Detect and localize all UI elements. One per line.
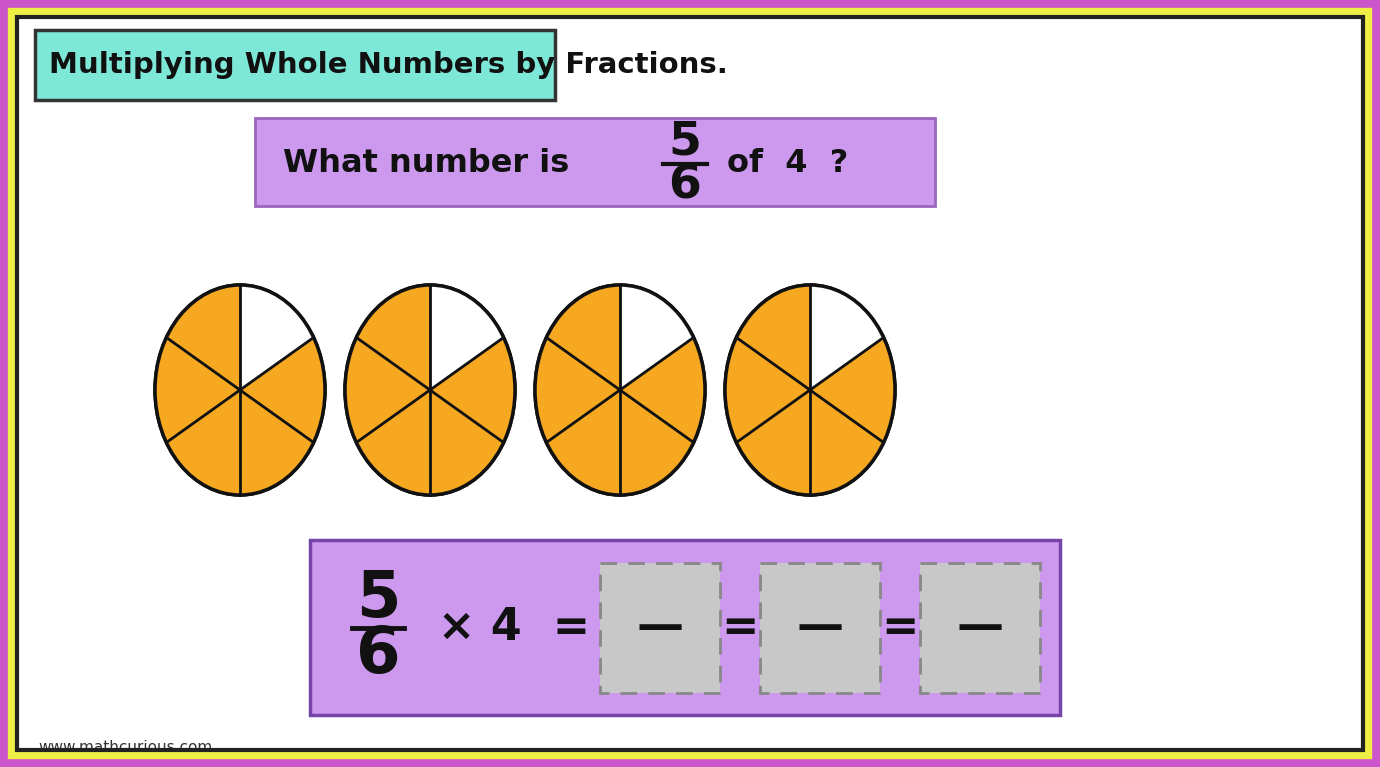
FancyBboxPatch shape [920, 562, 1041, 693]
Polygon shape [155, 337, 240, 443]
Text: 6: 6 [356, 624, 400, 686]
Polygon shape [737, 390, 810, 495]
Text: of  4  ?: of 4 ? [727, 149, 849, 179]
Polygon shape [620, 390, 694, 495]
Text: Multiplying Whole Numbers by Fractions.: Multiplying Whole Numbers by Fractions. [50, 51, 727, 79]
Polygon shape [345, 337, 431, 443]
Text: —: — [956, 605, 1003, 650]
Polygon shape [431, 285, 504, 390]
Ellipse shape [535, 285, 705, 495]
FancyBboxPatch shape [310, 540, 1060, 715]
Polygon shape [737, 285, 810, 390]
Polygon shape [620, 285, 694, 390]
Polygon shape [620, 337, 705, 443]
Polygon shape [810, 390, 883, 495]
Text: www.mathcurious.com: www.mathcurious.com [39, 740, 213, 755]
Text: 5: 5 [356, 568, 400, 630]
Polygon shape [810, 337, 896, 443]
FancyBboxPatch shape [600, 562, 720, 693]
Polygon shape [810, 285, 883, 390]
Text: What number is: What number is [283, 149, 569, 179]
FancyBboxPatch shape [19, 19, 1361, 748]
Ellipse shape [155, 285, 326, 495]
Text: 5: 5 [668, 120, 701, 164]
Ellipse shape [345, 285, 515, 495]
Polygon shape [431, 390, 504, 495]
Ellipse shape [724, 285, 896, 495]
Text: =: = [882, 606, 919, 649]
Text: 6: 6 [668, 163, 701, 209]
Polygon shape [431, 337, 515, 443]
Polygon shape [240, 390, 313, 495]
FancyBboxPatch shape [760, 562, 880, 693]
Text: × 4  =: × 4 = [437, 606, 591, 649]
Polygon shape [356, 390, 431, 495]
Polygon shape [356, 285, 431, 390]
FancyBboxPatch shape [255, 118, 936, 206]
Polygon shape [167, 285, 240, 390]
Text: =: = [722, 606, 759, 649]
Polygon shape [546, 285, 620, 390]
Polygon shape [240, 285, 313, 390]
Polygon shape [546, 390, 620, 495]
Polygon shape [240, 337, 326, 443]
FancyBboxPatch shape [34, 30, 555, 100]
Polygon shape [167, 390, 240, 495]
Polygon shape [724, 337, 810, 443]
Polygon shape [535, 337, 620, 443]
Text: —: — [636, 605, 683, 650]
Text: —: — [796, 605, 843, 650]
